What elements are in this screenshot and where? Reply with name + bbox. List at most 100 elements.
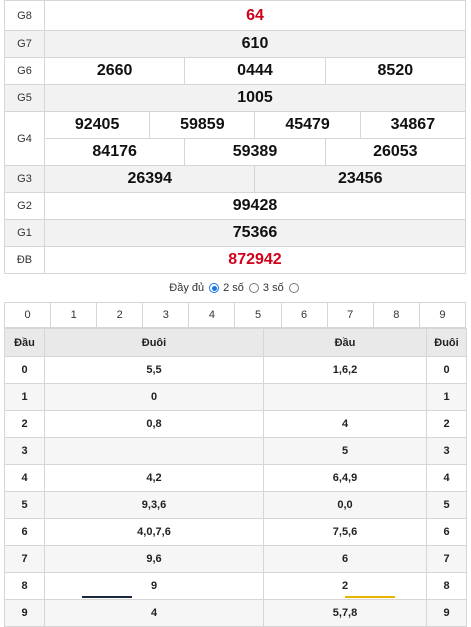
row-digit: 6 — [426, 518, 467, 546]
row-digit: 5 — [426, 491, 467, 519]
digit-cell[interactable]: 2 — [96, 302, 144, 328]
row-duoi: 9,3,6 — [44, 491, 264, 519]
prize-number: 84176 — [43, 138, 186, 166]
prize-number: 0444 — [184, 57, 326, 85]
filter-full-radio[interactable] — [209, 283, 220, 293]
row-dau — [263, 383, 427, 411]
ad-strip — [345, 596, 395, 598]
row-digit: 5 — [4, 491, 45, 519]
row-digit: 4 — [4, 464, 45, 492]
dau-duoi-row: 4 4,2 6,4,9 4 — [4, 464, 467, 492]
dau-duoi-table: Đầu Đuôi Đầu Đuôi 0 5,5 1,6,2 0 1 0 1 2 0,8 4 2 3 5 3… — [4, 328, 467, 627]
prize-row-db: ĐB 872942 — [4, 246, 466, 274]
prize-row-g5: G5 1005 — [4, 84, 466, 112]
header-duoi: Đuôi — [44, 328, 264, 357]
header-dau: Đầu — [4, 328, 45, 357]
prize-label: G1 — [4, 219, 45, 247]
row-duoi: 4 — [44, 599, 264, 627]
row-digit: 7 — [4, 545, 45, 573]
prize-label: G2 — [4, 192, 45, 220]
prize-number: 64 — [44, 0, 466, 31]
row-digit: 1 — [426, 383, 467, 411]
row-digit: 4 — [426, 464, 467, 492]
prize-number: 59859 — [149, 111, 256, 139]
row-dau: 7,5,6 — [263, 518, 427, 546]
prize-number: 23456 — [254, 165, 466, 193]
prize-label: G6 — [4, 57, 45, 85]
prize-number: 2660 — [43, 57, 186, 85]
digit-cell[interactable]: 3 — [142, 302, 190, 328]
display-filter: Đầy đủ 2 số 3 số — [4, 274, 466, 302]
prize-label: G5 — [4, 84, 45, 112]
prize-label: G8 — [4, 0, 45, 31]
dau-duoi-row: 5 9,3,6 0,0 5 — [4, 491, 467, 519]
prize-row-g2: G2 99428 — [4, 192, 466, 220]
header-duoi: Đuôi — [426, 328, 467, 357]
digit-cell[interactable]: 9 — [418, 302, 467, 328]
filter-full-label: Đầy đủ — [169, 282, 205, 294]
prize-number: 610 — [44, 30, 466, 58]
filter-two-radio[interactable] — [248, 283, 259, 293]
row-dau: 6,4,9 — [263, 464, 427, 492]
prize-number: 34867 — [359, 111, 467, 139]
digit-cell[interactable]: 0 — [3, 302, 52, 328]
prize-number-special: 872942 — [44, 246, 466, 274]
prize-row-g3: G3 26394 23456 — [4, 165, 466, 193]
dau-duoi-row: 6 4,0,7,6 7,5,6 6 — [4, 518, 467, 546]
row-duoi: 4,0,7,6 — [44, 518, 264, 546]
prize-row-g7: G7 610 — [4, 30, 466, 58]
row-duoi: 0,8 — [44, 410, 264, 438]
row-dau: 4 — [263, 410, 427, 438]
header-dau: Đầu — [263, 328, 427, 357]
prize-number: 8520 — [324, 57, 467, 85]
row-duoi: 9 — [44, 572, 264, 600]
digit-cell[interactable]: 8 — [372, 302, 420, 328]
prize-row-g1: G1 75366 — [4, 219, 466, 247]
digit-selector: 0 1 2 3 4 5 6 7 8 9 — [3, 302, 467, 328]
row-dau: 0,0 — [263, 491, 427, 519]
digit-cell[interactable]: 7 — [326, 302, 374, 328]
prize-number: 26394 — [43, 165, 256, 193]
row-digit: 2 — [4, 410, 45, 438]
row-digit: 0 — [4, 356, 45, 384]
row-digit: 3 — [426, 437, 467, 465]
dau-duoi-row: 7 9,6 6 7 — [4, 545, 467, 573]
row-digit: 6 — [4, 518, 45, 546]
row-duoi: 0 — [44, 383, 264, 411]
digit-cell[interactable]: 6 — [280, 302, 328, 328]
prize-number: 26053 — [324, 138, 467, 166]
digit-cell[interactable]: 1 — [50, 302, 98, 328]
row-digit: 8 — [4, 572, 45, 600]
ad-strip — [82, 596, 132, 598]
prize-label: G4 — [4, 111, 45, 166]
dau-duoi-row: 9 4 5,7,8 9 — [4, 599, 467, 627]
prize-row-g6: G6 2660 0444 8520 — [4, 57, 467, 85]
row-duoi: 4,2 — [44, 464, 264, 492]
prize-number: 1005 — [44, 84, 466, 112]
row-dau: 5 — [263, 437, 427, 465]
row-digit: 9 — [426, 599, 467, 627]
results-panel: G8 64 G7 610 G6 2660 0444 8520 G5 1005 G… — [3, 0, 467, 627]
row-digit: 9 — [4, 599, 45, 627]
row-dau: 1,6,2 — [263, 356, 427, 384]
filter-two-label: 2 số — [223, 282, 244, 294]
digit-cell[interactable]: 5 — [234, 302, 282, 328]
row-digit: 3 — [4, 437, 45, 465]
digit-cell[interactable]: 4 — [188, 302, 236, 328]
prize-number: 92405 — [43, 111, 151, 139]
row-digit: 7 — [426, 545, 467, 573]
filter-three-radio[interactable] — [288, 283, 299, 293]
prize-number: 99428 — [44, 192, 466, 220]
row-digit: 0 — [426, 356, 467, 384]
filter-three-label: 3 số — [262, 282, 284, 294]
row-digit: 2 — [426, 410, 467, 438]
prize-table: G8 64 G7 610 G6 2660 0444 8520 G5 1005 G… — [4, 0, 467, 274]
dau-duoi-header: Đầu Đuôi Đầu Đuôi — [4, 328, 467, 357]
prize-label: ĐB — [4, 246, 45, 274]
prize-row-g4: G4 92405 59859 45479 34867 — [4, 111, 467, 166]
row-digit: 1 — [4, 383, 45, 411]
row-duoi: 9,6 — [44, 545, 264, 573]
row-duoi: 5,5 — [44, 356, 264, 384]
